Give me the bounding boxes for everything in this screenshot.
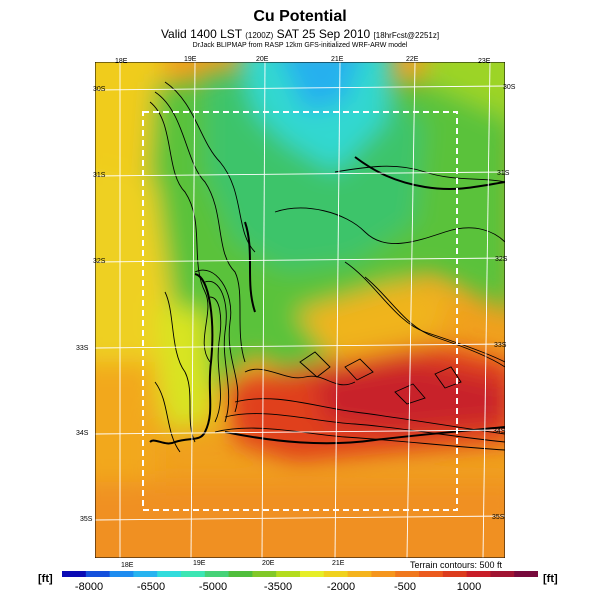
colorbar-swatch bbox=[228, 571, 253, 577]
colorbar-swatch bbox=[347, 571, 372, 577]
terrain-contours bbox=[149, 81, 505, 453]
lat-label-right: 30S bbox=[503, 84, 516, 91]
lon-label-bottom: 20E bbox=[262, 560, 275, 567]
colorbar-swatch bbox=[395, 571, 420, 577]
colorbar-unit-left: [ft] bbox=[38, 573, 53, 585]
utc-time: (1200Z) bbox=[245, 31, 274, 40]
colorbar-swatch bbox=[276, 571, 301, 577]
valid-time-subtitle: Valid 1400 LST (1200Z) SAT 25 Sep 2010 [… bbox=[0, 27, 600, 41]
lon-label-top: 22E bbox=[406, 56, 419, 63]
colorbar-swatch bbox=[442, 571, 468, 577]
colorbar-swatch bbox=[323, 571, 349, 577]
lat-label-right: 32S bbox=[495, 256, 508, 263]
colorbar-swatch bbox=[490, 571, 515, 577]
colorbar-swatch bbox=[133, 571, 158, 577]
lat-label-left: 34S bbox=[76, 430, 89, 437]
colorbar-tick-label: -8000 bbox=[74, 581, 104, 593]
lat-label-left: 32S bbox=[93, 258, 106, 265]
lon-label-top: 19E bbox=[184, 56, 197, 63]
lon-label-bottom: 19E bbox=[193, 560, 206, 567]
colorbar-swatch bbox=[252, 571, 277, 577]
colorbar-tick-label: -3500 bbox=[263, 581, 293, 593]
forecast-info: [18hrFcst@2251z] bbox=[373, 31, 440, 40]
colorbar-swatch bbox=[109, 571, 134, 577]
lon-label-top: 21E bbox=[331, 56, 344, 63]
domain-boundary bbox=[142, 111, 458, 511]
colorbar-swatch bbox=[466, 571, 491, 577]
colorbar-tick-label: -5000 bbox=[198, 581, 228, 593]
colorbar-swatch bbox=[85, 571, 111, 577]
colorbar-swatch bbox=[300, 571, 325, 577]
terrain-contour-note: Terrain contours: 500 ft bbox=[409, 560, 502, 570]
colorbar-tick-label: 1000 bbox=[456, 581, 482, 593]
colorbar-swatch bbox=[204, 571, 230, 577]
lon-label-bottom: 18E bbox=[121, 562, 134, 569]
colorbar bbox=[62, 571, 538, 577]
colorbar-swatch bbox=[514, 571, 538, 577]
lat-label-right: 34S bbox=[493, 428, 506, 435]
graticule bbox=[95, 62, 505, 558]
valid-date: SAT 25 Sep 2010 bbox=[276, 27, 371, 41]
valid-time: Valid 1400 LST bbox=[160, 27, 242, 41]
lon-label-top: 23E bbox=[478, 58, 491, 65]
model-credit: DrJack BLIPMAP from RASP 12km GFS-initia… bbox=[192, 42, 408, 49]
colorbar-tick-label: -2000 bbox=[326, 581, 356, 593]
lat-label-left: 35S bbox=[80, 516, 93, 523]
lat-label-right: 35S bbox=[492, 514, 505, 521]
colorbar-tick-label: -6500 bbox=[136, 581, 166, 593]
lat-label-right: 33S bbox=[494, 342, 507, 349]
cu-potential-map bbox=[95, 62, 505, 558]
lon-label-top: 20E bbox=[256, 56, 269, 63]
colorbar-tick-label: -500 bbox=[393, 581, 417, 593]
colorbar-swatch bbox=[62, 571, 87, 577]
colorbar-swatch bbox=[371, 571, 396, 577]
lat-label-left: 31S bbox=[93, 172, 106, 179]
lat-label-left: 30S bbox=[93, 86, 106, 93]
colorbar-swatch bbox=[157, 571, 182, 577]
colorbar-swatch bbox=[181, 571, 206, 577]
lon-label-top: 18E bbox=[115, 58, 128, 65]
colorbar-unit-right: [ft] bbox=[543, 573, 558, 585]
lon-label-bottom: 21E bbox=[332, 560, 345, 567]
lat-label-right: 31S bbox=[497, 170, 510, 177]
shading-field bbox=[95, 62, 505, 558]
lat-label-left: 33S bbox=[76, 345, 89, 352]
colorbar-swatch bbox=[419, 571, 444, 577]
chart-title: Cu Potential bbox=[253, 8, 347, 25]
